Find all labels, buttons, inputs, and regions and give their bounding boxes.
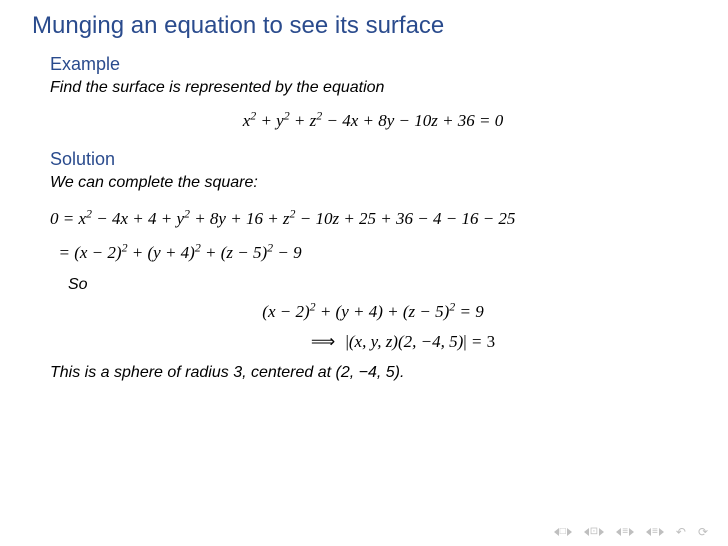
so-label: So [68,276,696,294]
slide-title: Munging an equation to see its surface [32,12,696,40]
example-prompt: Find the surface is represented by the e… [50,79,696,97]
solution-intro: We can complete the square: [50,174,696,192]
nav-loop-icon[interactable]: ⟳ [698,526,708,538]
nav-overlay-icon[interactable]: ⊡ [584,527,604,537]
nav-slide2-icon[interactable]: ≡ [646,527,664,537]
result-eq-2: ⟹ |(x, y, z)(2, −4, 5)| = 3 [50,332,696,352]
result-eq-1: (x − 2)2 + (y + 4) + (z − 5)2 = 9 [50,302,696,322]
slide: Munging an equation to see its surface E… [0,0,728,546]
nav-slide-icon[interactable]: ≡ [616,527,634,537]
nav-back-icon[interactable]: ↶ [676,526,686,538]
result-block: (x − 2)2 + (y + 4) + (z − 5)2 = 9 ⟹ |(x,… [50,302,696,352]
eq-line-2: = (x − 2)2 + (y + 4)2 + (z − 5)2 − 9 [50,236,696,270]
beamer-nav: □ ⊡ ≡ ≡ ↶ ⟳ [554,526,708,538]
eq-line-1: 0 = x2 − 4x + 4 + y2 + 8y + 16 + z2 − 10… [50,202,696,236]
solution-heading: Solution [50,149,696,170]
content: Example Find the surface is represented … [32,54,696,382]
nav-frame-icon[interactable]: □ [554,527,572,537]
solution-steps: 0 = x2 − 4x + 4 + y2 + 8y + 16 + z2 − 10… [50,202,696,270]
conclusion: This is a sphere of radius 3, centered a… [50,364,696,382]
example-equation: x2 + y2 + z2 − 4x + 8y − 10z + 36 = 0 [50,111,696,131]
example-heading: Example [50,54,696,75]
